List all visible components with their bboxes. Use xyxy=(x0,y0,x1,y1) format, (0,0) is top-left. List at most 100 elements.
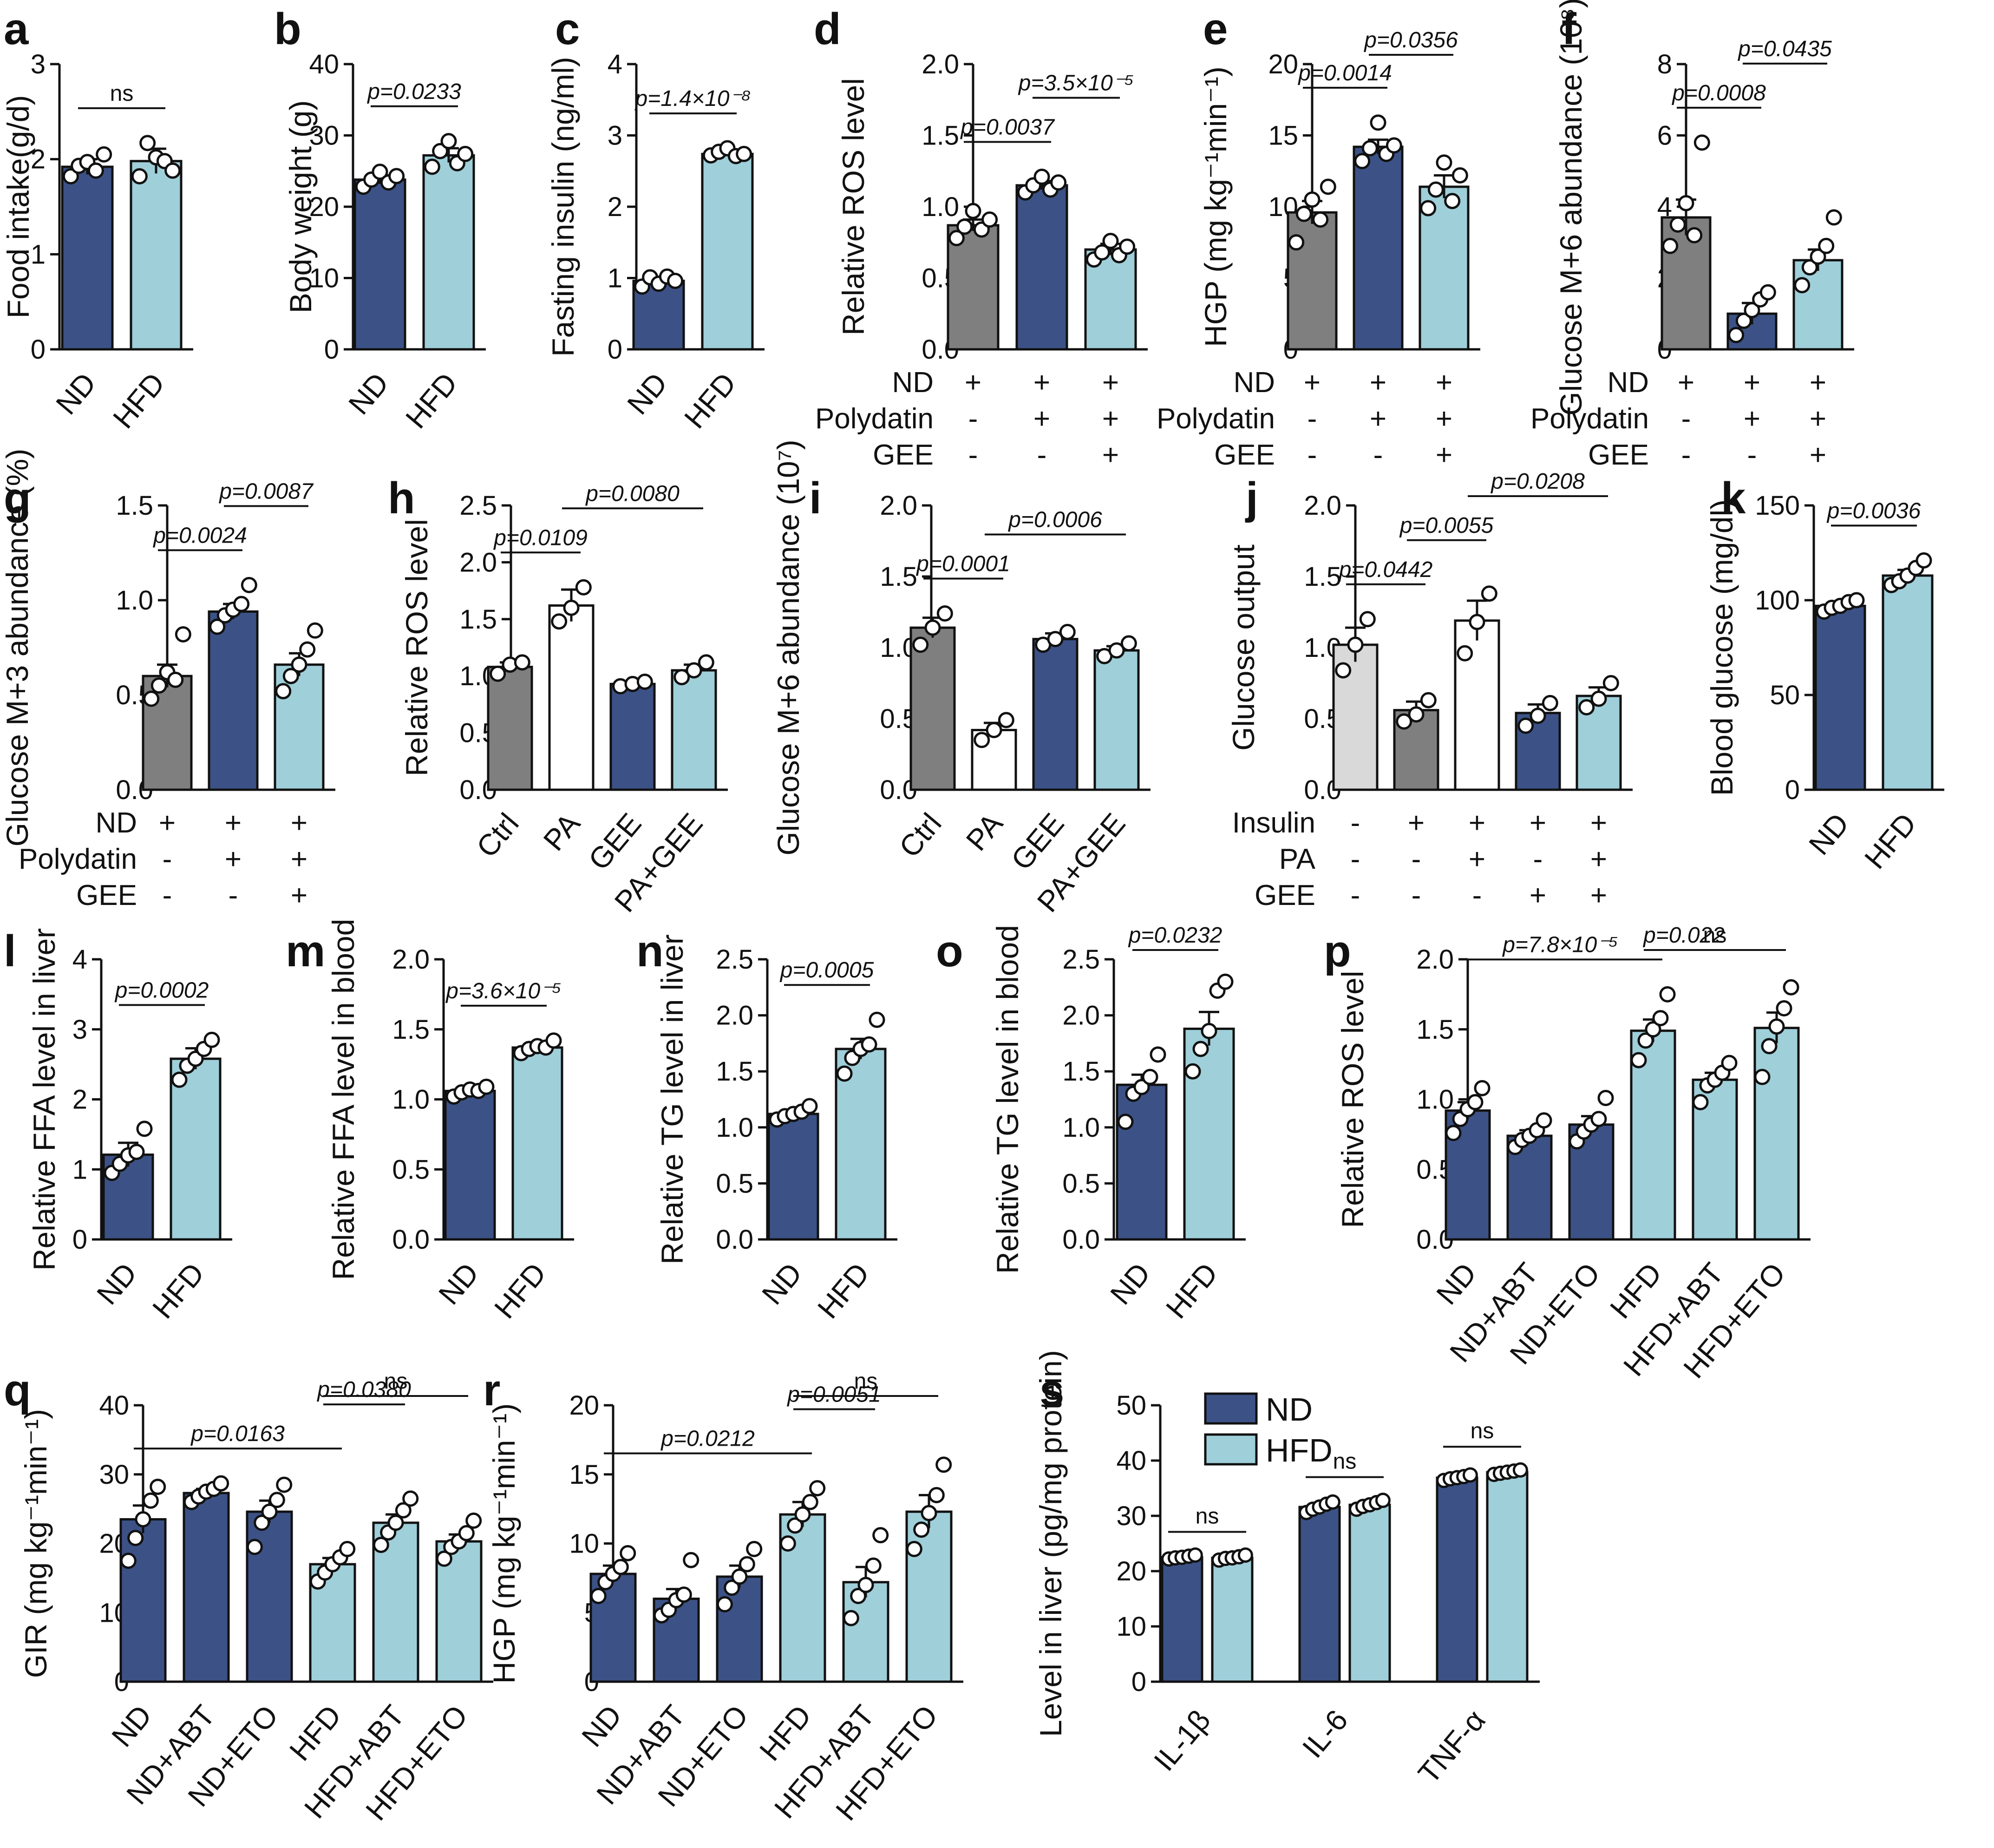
significance-label: ns xyxy=(1333,1449,1357,1474)
y-axis-label-m: Relative FFA level in blood xyxy=(326,919,360,1280)
data-point xyxy=(1669,216,1686,233)
y-tick-label-f: 6 xyxy=(1657,121,1672,151)
treatment-mark: - xyxy=(1412,879,1421,911)
y-tick-label-o: 0.0 xyxy=(1062,1225,1100,1255)
data-point xyxy=(802,1494,818,1510)
y-tick-label-o: 1.5 xyxy=(1062,1056,1100,1087)
data-point xyxy=(965,203,981,219)
data-point xyxy=(1335,662,1352,679)
data-point xyxy=(1469,614,1485,630)
x-tick-label-s: IL-1β xyxy=(1147,1704,1217,1777)
y-tick-label-o: 1.0 xyxy=(1062,1113,1100,1143)
significance-label: p=0.0435 xyxy=(1737,37,1832,61)
treatment-mark: - xyxy=(1472,879,1482,911)
treatment-mark: + xyxy=(1530,879,1546,911)
significance-label: p=0.0002 xyxy=(114,978,209,1003)
y-tick-label-c: 2 xyxy=(608,192,622,222)
data-point xyxy=(986,721,1002,738)
data-point xyxy=(167,671,184,688)
treatment-label-ND: ND xyxy=(1233,367,1275,399)
y-tick-label-m: 0.0 xyxy=(392,1225,430,1255)
treatment-mark: + xyxy=(1530,807,1546,839)
treatment-mark: + xyxy=(291,879,307,911)
panel-label-k: k xyxy=(1721,473,1746,523)
data-point xyxy=(636,673,653,690)
data-point xyxy=(1481,585,1497,602)
bar-h-2 xyxy=(609,682,656,791)
data-point xyxy=(1693,134,1710,151)
panel-label-d: d xyxy=(814,4,841,54)
significance-label: p=0.0109 xyxy=(493,525,588,550)
panel-l: l 0 1 2 3 4 Relative FFA level in liver ND HFD p=… xyxy=(4,926,232,1325)
treatment-label-GEE: GEE xyxy=(1214,439,1275,471)
data-point xyxy=(1217,973,1234,990)
data-point xyxy=(372,164,388,180)
panel-label-b: b xyxy=(274,4,301,54)
data-point xyxy=(241,577,257,593)
bar-k-1 xyxy=(1882,574,1934,791)
data-point xyxy=(402,1490,419,1507)
data-point xyxy=(276,1476,293,1493)
panel-label-s: s xyxy=(1039,1365,1064,1415)
data-point xyxy=(794,1506,811,1523)
data-point xyxy=(299,641,316,658)
y-tick-label-n: 2.5 xyxy=(716,944,753,975)
y-axis-label-f: Glucose M+6 abundance (10⁸) xyxy=(1554,0,1588,416)
significance-label: p=3.6×10⁻⁵ xyxy=(445,979,561,1003)
data-point xyxy=(836,1065,853,1082)
y-tick-label-l: 4 xyxy=(72,944,87,975)
data-point xyxy=(339,1540,356,1557)
data-point xyxy=(1237,1547,1253,1563)
y-tick-label-j: 2.0 xyxy=(1304,491,1341,521)
data-point xyxy=(1474,1080,1491,1096)
data-point xyxy=(1645,1021,1661,1038)
y-tick-label-s: 50 xyxy=(1116,1390,1146,1421)
x-tick-label-n: ND xyxy=(755,1257,809,1311)
y-axis-label-g: Glucose M+3 abundance (%) xyxy=(0,449,34,847)
data-point xyxy=(1659,986,1676,1003)
data-point xyxy=(135,1511,151,1527)
data-point xyxy=(716,1596,733,1612)
bar-i-2 xyxy=(1032,638,1079,791)
significance-label: ns xyxy=(1703,923,1727,948)
panel-label-g: g xyxy=(4,473,31,523)
data-point xyxy=(139,135,156,151)
y-tick-label-a: 0 xyxy=(31,334,46,365)
data-point xyxy=(850,1588,867,1605)
y-axis-label-o: Relative TG level in blood xyxy=(990,925,1025,1274)
data-point xyxy=(1768,1018,1785,1035)
data-point xyxy=(1542,695,1558,711)
significance-label: p=0.0006 xyxy=(1007,508,1102,532)
y-tick-label-b: 0 xyxy=(324,334,339,365)
data-point xyxy=(1530,708,1546,724)
data-point xyxy=(1304,191,1321,208)
data-point xyxy=(1420,692,1437,708)
data-point xyxy=(935,1456,952,1473)
significance-label: p=0.0001 xyxy=(915,552,1010,577)
treatment-mark: - xyxy=(1037,439,1047,471)
panel-n: n 0.0 0.5 1.0 1.5 2.0 2.5 Relative TG level in … xyxy=(636,926,897,1325)
x-tick-label-h: Ctrl xyxy=(470,807,525,864)
bar-s-ND-2 xyxy=(1436,1476,1478,1683)
y-tick-label-b: 20 xyxy=(309,192,339,222)
bar-h-0 xyxy=(487,666,533,791)
significance-label: p=0.0232 xyxy=(1128,923,1223,948)
data-point xyxy=(843,1610,859,1626)
data-point xyxy=(731,1568,748,1585)
panel-label-r: r xyxy=(483,1365,500,1415)
treatment-mark: - xyxy=(1373,439,1383,471)
data-point xyxy=(1094,244,1111,261)
treatment-mark: + xyxy=(1810,439,1826,471)
data-point xyxy=(787,1517,804,1534)
treatment-mark: + xyxy=(1370,367,1386,399)
data-point xyxy=(1662,237,1679,254)
significance-label: p=0.0051 xyxy=(786,1383,881,1407)
data-point xyxy=(948,230,965,247)
bar-a-0 xyxy=(61,165,114,351)
treatment-mark: + xyxy=(1436,403,1452,435)
y-tick-label-p: 1.5 xyxy=(1416,1015,1454,1045)
y-tick-label-s: 40 xyxy=(1116,1446,1146,1476)
significance-label: p=1.4×10⁻⁸ xyxy=(634,86,751,111)
significance-label: p=0.0212 xyxy=(660,1427,755,1451)
treatment-mark: - xyxy=(968,439,978,471)
